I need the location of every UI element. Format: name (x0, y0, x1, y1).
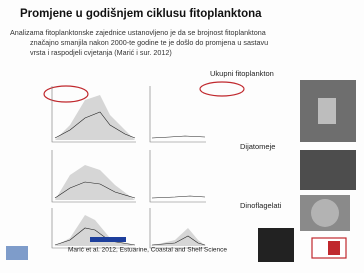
paragraph-line: vrsta i raspodjeli cvjetanja (Marić i su… (30, 48, 172, 57)
photo (258, 228, 294, 262)
panel-label: Dinoflagelati (240, 201, 282, 210)
panel-label: Ukupni fitoplankton (210, 69, 274, 78)
slide: Promjene u godišnjem ciklusu fitoplankto… (0, 0, 364, 273)
legend-bar (90, 237, 126, 242)
logo (6, 246, 28, 260)
paragraph-line: značajno smanjila nakon 2000-te godine t… (30, 38, 268, 47)
paragraph-line: Analizama fitoplanktonske zajednice usta… (10, 28, 266, 37)
panel-label: Dijatomeje (240, 142, 275, 151)
photo (300, 150, 356, 190)
photo-detail (318, 98, 336, 124)
photo-detail (311, 199, 339, 227)
slide-title: Promjene u godišnjem ciklusu fitoplankto… (20, 8, 262, 20)
citation: Marić et al. 2012, Estuarine, Coastal an… (68, 247, 227, 254)
logo-mark (328, 241, 340, 255)
